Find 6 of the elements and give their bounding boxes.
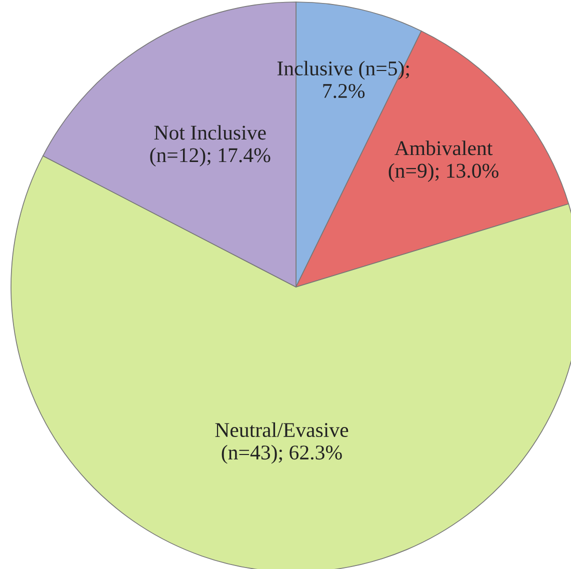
data-label: (n=12); 17.4% [150, 148, 270, 166]
slice-label: Ambivalent [394, 140, 493, 156]
data-label: (n=43); 62.3% [222, 444, 342, 464]
slice-label: Not Inclusive [154, 125, 266, 140]
slice-label: Neutral/Evasive [215, 422, 348, 438]
data-label: (n=9); 13.0% [388, 163, 498, 182]
